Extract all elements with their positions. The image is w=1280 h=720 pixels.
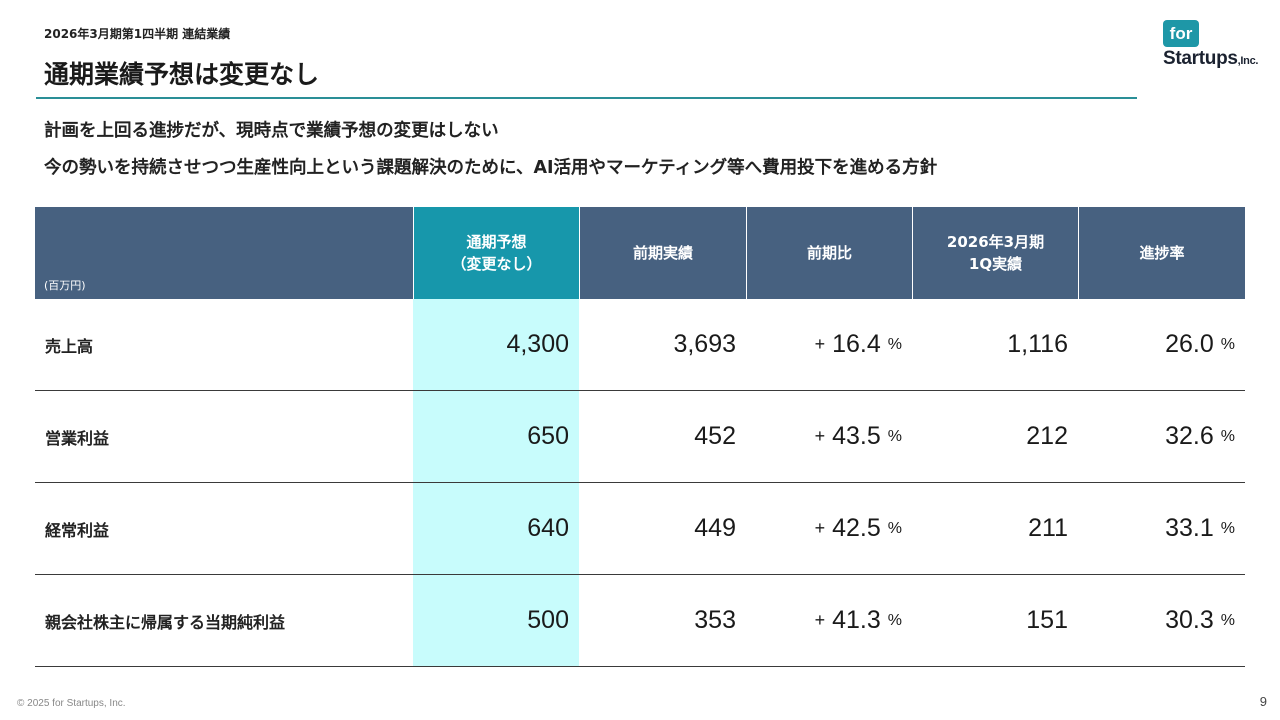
row-label: 売上高 xyxy=(45,336,94,356)
lead-line-2: 今の勢いを持続させつつ生産性向上という課題解決のために、AI活用やマーケティング… xyxy=(44,158,938,178)
row-label: 経常利益 xyxy=(45,520,110,540)
header-q1-line2: 1Q実績 xyxy=(968,255,1023,273)
yoy-sign: + xyxy=(814,334,826,354)
title-divider xyxy=(36,97,1137,99)
header-prior-line1: 前期実績 xyxy=(632,244,693,262)
table-row: 親会社株主に帰属する当期純利益 500 353 +41.3% 151 30.3% xyxy=(35,575,1245,667)
forecast-highlight xyxy=(413,575,579,666)
forecast-highlight xyxy=(413,391,579,482)
yoy-unit: % xyxy=(887,611,902,629)
logo-wordmark: Startups,Inc. xyxy=(1163,48,1258,70)
cell-prior: 353 xyxy=(694,606,736,634)
breadcrumb: 2026年3月期第1四半期 連結業績 xyxy=(44,27,231,41)
cell-yoy: +41.3% xyxy=(815,575,902,666)
copyright: © 2025 for Startups, Inc. xyxy=(17,698,126,709)
page-number: 9 xyxy=(1259,694,1267,709)
progress-unit: % xyxy=(1220,335,1235,353)
header-q1-line1: 2026年3月期 xyxy=(946,233,1045,251)
cell-progress: 26.0% xyxy=(1165,299,1235,390)
table-row: 経常利益 640 449 +42.5% 211 33.1% xyxy=(35,483,1245,575)
cell-forecast: 4,300 xyxy=(506,330,569,358)
header-progress-line1: 進捗率 xyxy=(1139,244,1185,262)
table-row: 売上高 4,300 3,693 +16.4% 1,116 26.0% xyxy=(35,299,1245,391)
cell-yoy: +42.5% xyxy=(815,483,902,574)
cell-progress: 32.6% xyxy=(1165,391,1235,482)
header-forecast: 通期予想 （変更なし） xyxy=(413,207,579,299)
header-forecast-line2: （変更なし） xyxy=(451,255,542,273)
progress-value: 33.1 xyxy=(1165,514,1214,542)
logo-wordmark-text: Startups xyxy=(1163,48,1238,69)
cell-prior: 452 xyxy=(694,422,736,450)
lead-line-1: 計画を上回る進捗だが、現時点で業績予想の変更はしない xyxy=(44,121,499,141)
cell-progress: 30.3% xyxy=(1165,575,1235,666)
cell-q1: 212 xyxy=(1026,422,1068,450)
cell-forecast: 640 xyxy=(527,514,569,542)
progress-unit: % xyxy=(1220,427,1235,445)
progress-value: 32.6 xyxy=(1165,422,1214,450)
yoy-unit: % xyxy=(887,427,902,445)
yoy-value: 16.4 xyxy=(832,330,881,358)
yoy-value: 42.5 xyxy=(832,514,881,542)
cell-q1: 211 xyxy=(1028,514,1068,542)
unit-label: (百万円) xyxy=(44,279,86,292)
cell-forecast: 500 xyxy=(527,606,569,634)
yoy-value: 41.3 xyxy=(832,606,881,634)
yoy-sign: + xyxy=(814,518,826,538)
header-prior-results: 前期実績 xyxy=(579,207,746,299)
progress-unit: % xyxy=(1220,519,1235,537)
cell-progress: 33.1% xyxy=(1165,483,1235,574)
table-header: (百万円) 通期予想 （変更なし） 前期実績 前期比 2026年3月期 1Q実績… xyxy=(35,207,1245,299)
company-logo: for Startups,Inc. xyxy=(1163,20,1273,72)
header-q1-results: 2026年3月期 1Q実績 xyxy=(912,207,1078,299)
cell-forecast: 650 xyxy=(527,422,569,450)
progress-unit: % xyxy=(1220,611,1235,629)
progress-value: 30.3 xyxy=(1165,606,1214,634)
yoy-sign: + xyxy=(814,610,826,630)
yoy-value: 43.5 xyxy=(832,422,881,450)
cell-yoy: +43.5% xyxy=(815,391,902,482)
header-yoy-line1: 前期比 xyxy=(806,244,852,262)
forecast-highlight xyxy=(413,299,579,390)
header-progress: 進捗率 xyxy=(1078,207,1245,299)
yoy-unit: % xyxy=(887,335,902,353)
cell-prior: 3,693 xyxy=(673,330,736,358)
table-row: 営業利益 650 452 +43.5% 212 32.6% xyxy=(35,391,1245,483)
row-label: 親会社株主に帰属する当期純利益 xyxy=(45,612,286,632)
row-label: 営業利益 xyxy=(45,428,110,448)
cell-q1: 151 xyxy=(1026,606,1068,634)
yoy-sign: + xyxy=(814,426,826,446)
results-table: (百万円) 通期予想 （変更なし） 前期実績 前期比 2026年3月期 1Q実績… xyxy=(35,207,1245,667)
logo-suffix: ,Inc. xyxy=(1237,55,1259,67)
cell-yoy: +16.4% xyxy=(815,299,902,390)
cell-prior: 449 xyxy=(694,514,736,542)
page-title: 通期業績予想は変更なし xyxy=(44,60,320,89)
cell-q1: 1,116 xyxy=(1007,330,1068,358)
forecast-highlight xyxy=(413,483,579,574)
header-yoy: 前期比 xyxy=(746,207,912,299)
header-forecast-line1: 通期予想 xyxy=(466,233,527,251)
progress-value: 26.0 xyxy=(1165,330,1214,358)
yoy-unit: % xyxy=(887,519,902,537)
logo-badge: for xyxy=(1163,20,1199,47)
